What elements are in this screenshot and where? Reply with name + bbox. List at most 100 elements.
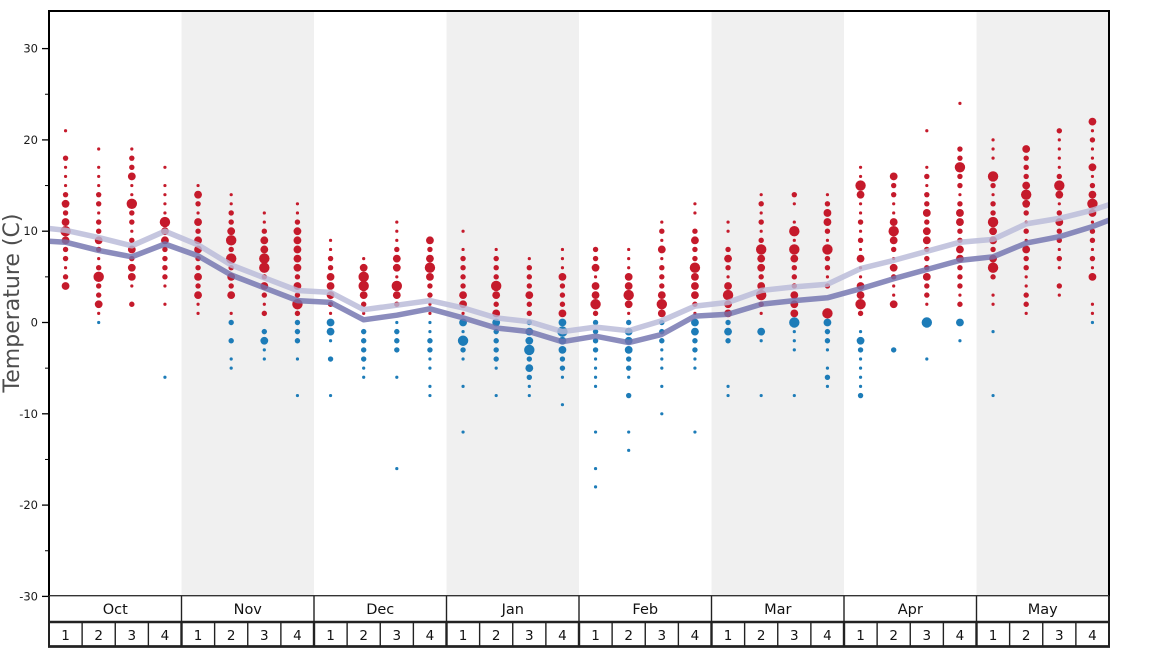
temp-dot-above-zero [591, 282, 600, 290]
temp-dot-below-zero [824, 338, 831, 344]
temp-dot-above-zero [957, 301, 963, 307]
temp-dot-above-zero [890, 191, 897, 198]
temp-dot-above-zero [1088, 272, 1097, 281]
temp-dot-above-zero [227, 227, 236, 236]
temp-dot-above-zero [758, 237, 764, 244]
temp-dot-above-zero [229, 311, 233, 315]
temp-dot-above-zero [1023, 164, 1029, 170]
temp-dot-above-zero [956, 218, 964, 226]
temp-dot-above-zero [260, 236, 269, 245]
temp-dot-above-zero [1057, 147, 1061, 151]
temp-dot-below-zero [625, 365, 632, 371]
temp-dot-below-zero [428, 384, 432, 389]
temp-dot-above-zero [857, 310, 864, 317]
temp-dot-above-zero [1023, 173, 1029, 180]
temp-dot-above-zero [1057, 165, 1061, 169]
temp-dot-above-zero [856, 291, 865, 300]
temp-dot-above-zero [1057, 138, 1061, 142]
temp-dot-above-zero [957, 146, 963, 152]
temp-dot-below-zero [360, 356, 367, 362]
temp-dot-above-zero [1056, 283, 1063, 289]
temp-dot-below-zero [726, 384, 730, 389]
temp-dot-above-zero [791, 274, 798, 280]
week-label: 3 [658, 628, 667, 644]
temp-dot-below-zero [857, 347, 864, 353]
temp-dot-below-zero [660, 357, 664, 361]
temp-dot-above-zero [1023, 228, 1029, 234]
temp-dot-above-zero [63, 174, 68, 179]
temp-dot-above-zero [758, 219, 764, 225]
temp-dot-below-zero [660, 412, 664, 416]
temp-dot-above-zero [62, 246, 69, 253]
temp-dot-above-zero [689, 262, 701, 273]
temp-dot-below-zero [789, 317, 800, 328]
temp-dot-above-zero [693, 202, 697, 206]
temp-dot-below-zero [560, 375, 565, 379]
temp-dot-above-zero [326, 282, 335, 290]
week-label: 2 [889, 628, 898, 644]
temp-dot-below-zero [691, 318, 699, 327]
temp-dot-above-zero [659, 265, 665, 271]
temp-dot-above-zero [789, 226, 800, 237]
temp-dot-below-zero [294, 328, 301, 335]
temp-dot-above-zero [62, 255, 69, 262]
temp-dot-below-zero [428, 366, 432, 370]
temp-dot-below-zero [725, 319, 731, 326]
temp-dot-above-zero [262, 302, 266, 306]
temp-dot-above-zero [261, 292, 268, 298]
temp-dot-above-zero [957, 228, 963, 234]
temp-dot-below-zero [858, 384, 863, 389]
temp-dot-below-zero [592, 347, 599, 353]
temp-dot-below-zero [461, 330, 465, 334]
temp-dot-below-zero [592, 319, 599, 326]
temp-dot-above-zero [692, 228, 698, 234]
temp-dot-below-zero [428, 330, 432, 334]
temp-dot-above-zero [228, 210, 234, 216]
week-label: 3 [790, 628, 799, 644]
temp-dot-above-zero [196, 302, 200, 306]
temp-dot-above-zero [293, 236, 302, 245]
temp-dot-above-zero [925, 129, 929, 133]
temp-dot-below-zero [724, 327, 732, 336]
temp-dot-below-zero [527, 393, 531, 398]
temp-dot-above-zero [61, 199, 70, 208]
temp-dot-above-zero [1022, 245, 1031, 254]
temp-dot-below-zero [856, 336, 865, 345]
temp-dot-above-zero [957, 173, 963, 180]
temp-dot-above-zero [858, 174, 863, 179]
temp-dot-above-zero [395, 229, 399, 233]
temp-dot-above-zero [129, 210, 135, 216]
temp-dot-above-zero [130, 284, 134, 288]
temp-dot-above-zero [294, 292, 301, 298]
temp-dot-above-zero [791, 191, 798, 198]
temp-dot-above-zero [294, 274, 301, 280]
temp-dot-above-zero [858, 275, 863, 279]
month-label-mar: Mar [764, 602, 791, 618]
temp-dot-above-zero [857, 237, 864, 244]
temp-dot-above-zero [1020, 189, 1032, 200]
temp-dot-above-zero [925, 165, 929, 169]
temp-dot-above-zero [924, 201, 930, 207]
month-label-dec: Dec [366, 602, 394, 618]
temp-dot-above-zero [691, 291, 699, 300]
temp-dot-above-zero [627, 247, 631, 252]
temp-dot-above-zero [129, 301, 135, 307]
temp-dot-below-zero [360, 328, 367, 335]
temp-dot-above-zero [659, 283, 665, 289]
temp-dot-below-zero [1090, 320, 1095, 325]
temp-dot-above-zero [1023, 292, 1029, 298]
temp-dot-above-zero [1090, 302, 1095, 306]
temp-dot-above-zero [194, 218, 202, 226]
temp-dot-above-zero [725, 246, 731, 253]
temp-dot-above-zero [1054, 180, 1065, 191]
temp-dot-above-zero [194, 272, 202, 281]
temp-dot-above-zero [558, 272, 567, 281]
temp-dot-below-zero [362, 375, 366, 379]
temp-dot-below-zero [394, 338, 400, 344]
temp-dot-above-zero [591, 263, 600, 272]
temp-dot-below-zero [524, 344, 535, 356]
temp-dot-above-zero [493, 265, 499, 271]
temp-dot-above-zero [162, 274, 168, 280]
temp-dot-above-zero [259, 253, 270, 264]
